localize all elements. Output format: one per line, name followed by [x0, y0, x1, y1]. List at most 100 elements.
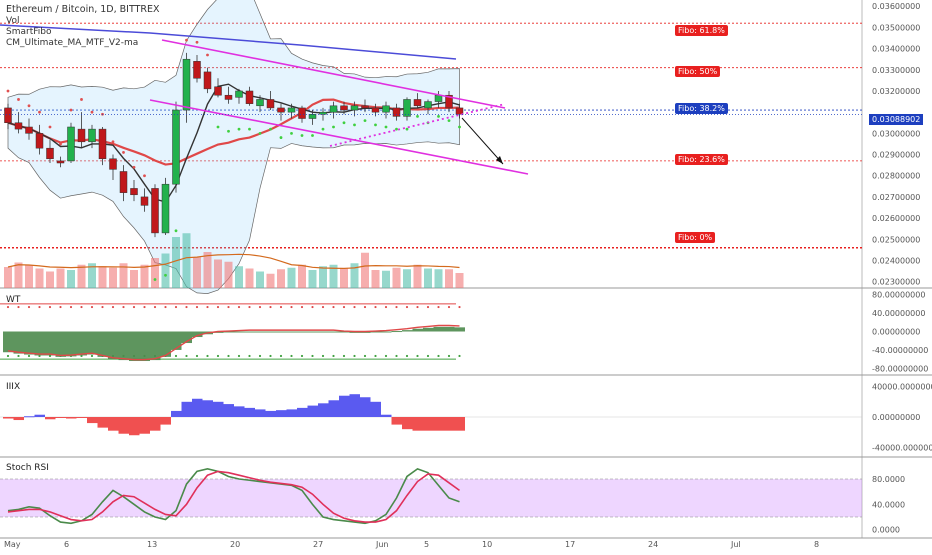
- iiix-bar: [202, 400, 213, 417]
- wt-dot-bottom: [458, 354, 461, 358]
- candle-body: [35, 133, 44, 149]
- stoch-tick-label: 80.0000: [872, 475, 905, 484]
- price-tick-label: 0.02500000: [872, 235, 920, 244]
- indicator-cm-ma[interactable]: CM_Ultimate_MA_MTF_V2-ma: [6, 38, 139, 48]
- candle-body: [308, 114, 317, 119]
- wt-dot-bottom: [6, 354, 10, 358]
- wt-histogram-bar: [255, 331, 266, 333]
- wt-dot-bottom: [216, 354, 220, 358]
- candle-body: [277, 107, 285, 113]
- price-tick-label: 0.03500000: [872, 23, 920, 32]
- iiix-bar: [45, 417, 56, 420]
- sar-dot: [27, 104, 31, 108]
- sar-dot: [227, 129, 230, 133]
- iiix-bar: [76, 417, 87, 418]
- sar-dot: [258, 131, 262, 135]
- volume-bar: [445, 269, 453, 288]
- iiix-bar: [444, 417, 455, 431]
- iiix-bar: [391, 417, 402, 425]
- time-tick-label: 8: [814, 540, 819, 549]
- iiix-bar: [370, 401, 381, 417]
- wt-dot-bottom: [237, 354, 241, 358]
- wt-histogram-bar: [97, 331, 108, 357]
- time-tick-label: Jul: [730, 540, 741, 549]
- iiix-bar: [97, 417, 108, 428]
- candle-body: [361, 105, 369, 109]
- wt-dot-top: [437, 305, 440, 309]
- wt-dot-top: [258, 305, 262, 309]
- wt-dot-bottom: [447, 354, 451, 358]
- iiix-bar: [339, 395, 350, 417]
- volume-ma-line: [7, 253, 460, 270]
- wt-dot-top: [111, 305, 115, 309]
- price-tick-label: 0.02400000: [872, 256, 920, 265]
- wt-histogram-bar: [66, 331, 77, 357]
- candle-body: [413, 99, 422, 107]
- sar-dot: [132, 165, 136, 169]
- volume-bar: [14, 262, 23, 288]
- wt-dot-top: [321, 305, 325, 309]
- volume-bar: [245, 268, 254, 288]
- wt-histogram-bar: [34, 331, 45, 356]
- fibo-label-0: Fibo: 0%: [675, 232, 716, 243]
- wt-dot-bottom: [195, 354, 199, 358]
- stoch-d-line: [7, 470, 460, 523]
- candle-body: [151, 188, 159, 234]
- stoch-tick-label: 0.0000: [872, 526, 900, 535]
- wt-dot-bottom: [395, 354, 398, 358]
- wt-dot-top: [405, 305, 409, 309]
- candle-body: [245, 90, 254, 104]
- wt-dot-top: [227, 305, 230, 309]
- candle-body: [88, 128, 96, 143]
- wt-histogram-bar: [171, 331, 182, 350]
- wt-dot-bottom: [437, 354, 440, 358]
- wt-dot-bottom: [290, 354, 293, 358]
- sar-dot: [447, 119, 451, 123]
- iiix-bar: [234, 406, 245, 417]
- sar-dot: [279, 136, 283, 139]
- indicator-smartfibo[interactable]: SmartFibo: [6, 27, 52, 37]
- wt-histogram-bar: [391, 331, 402, 333]
- stoch-pane-title: Stoch RSI: [6, 463, 49, 473]
- wt-dot-top: [6, 305, 10, 309]
- wt-histogram-bar: [370, 331, 381, 333]
- volume-bar: [182, 233, 191, 288]
- volume-bar: [140, 264, 149, 288]
- bollinger-band: [7, 0, 460, 294]
- wt-dot-top: [216, 305, 220, 309]
- volume-bar: [67, 270, 75, 288]
- iiix-bar: [118, 417, 129, 434]
- volume-bar: [350, 263, 359, 288]
- iiix-bar: [55, 417, 66, 418]
- candle-body: [214, 86, 222, 96]
- wt-dot-top: [395, 305, 398, 309]
- wt-dot-top: [69, 305, 73, 309]
- wt-histogram-bar: [297, 331, 308, 333]
- candle-body: [224, 94, 233, 100]
- candle-body: [329, 105, 338, 113]
- candle-body: [25, 126, 33, 134]
- wt-histogram-bar: [265, 331, 276, 333]
- wt-dot-bottom: [384, 354, 388, 358]
- wt-dot-top: [206, 305, 209, 309]
- price-tick-label: 0.03000000: [872, 129, 920, 138]
- wt-histogram-bar: [454, 327, 465, 332]
- sar-dot: [342, 121, 346, 125]
- time-tick-label: 17: [565, 540, 575, 549]
- stoch-band: [0, 479, 862, 517]
- volume-bar: [256, 271, 264, 288]
- indicator-vol[interactable]: Vol: [6, 16, 20, 26]
- wt-dot-top: [248, 305, 251, 309]
- iiix-bar: [297, 407, 308, 417]
- iiix-bar: [24, 416, 35, 418]
- candle-body: [130, 188, 138, 196]
- iiix-tick-label: 0.00000000: [872, 413, 920, 422]
- candle-body: [340, 105, 348, 111]
- iiix-bar: [433, 417, 444, 431]
- wt-dot-bottom: [227, 354, 230, 358]
- wt-dot-bottom: [27, 354, 31, 358]
- iiix-bar: [129, 417, 140, 436]
- iiix-bar: [328, 400, 339, 417]
